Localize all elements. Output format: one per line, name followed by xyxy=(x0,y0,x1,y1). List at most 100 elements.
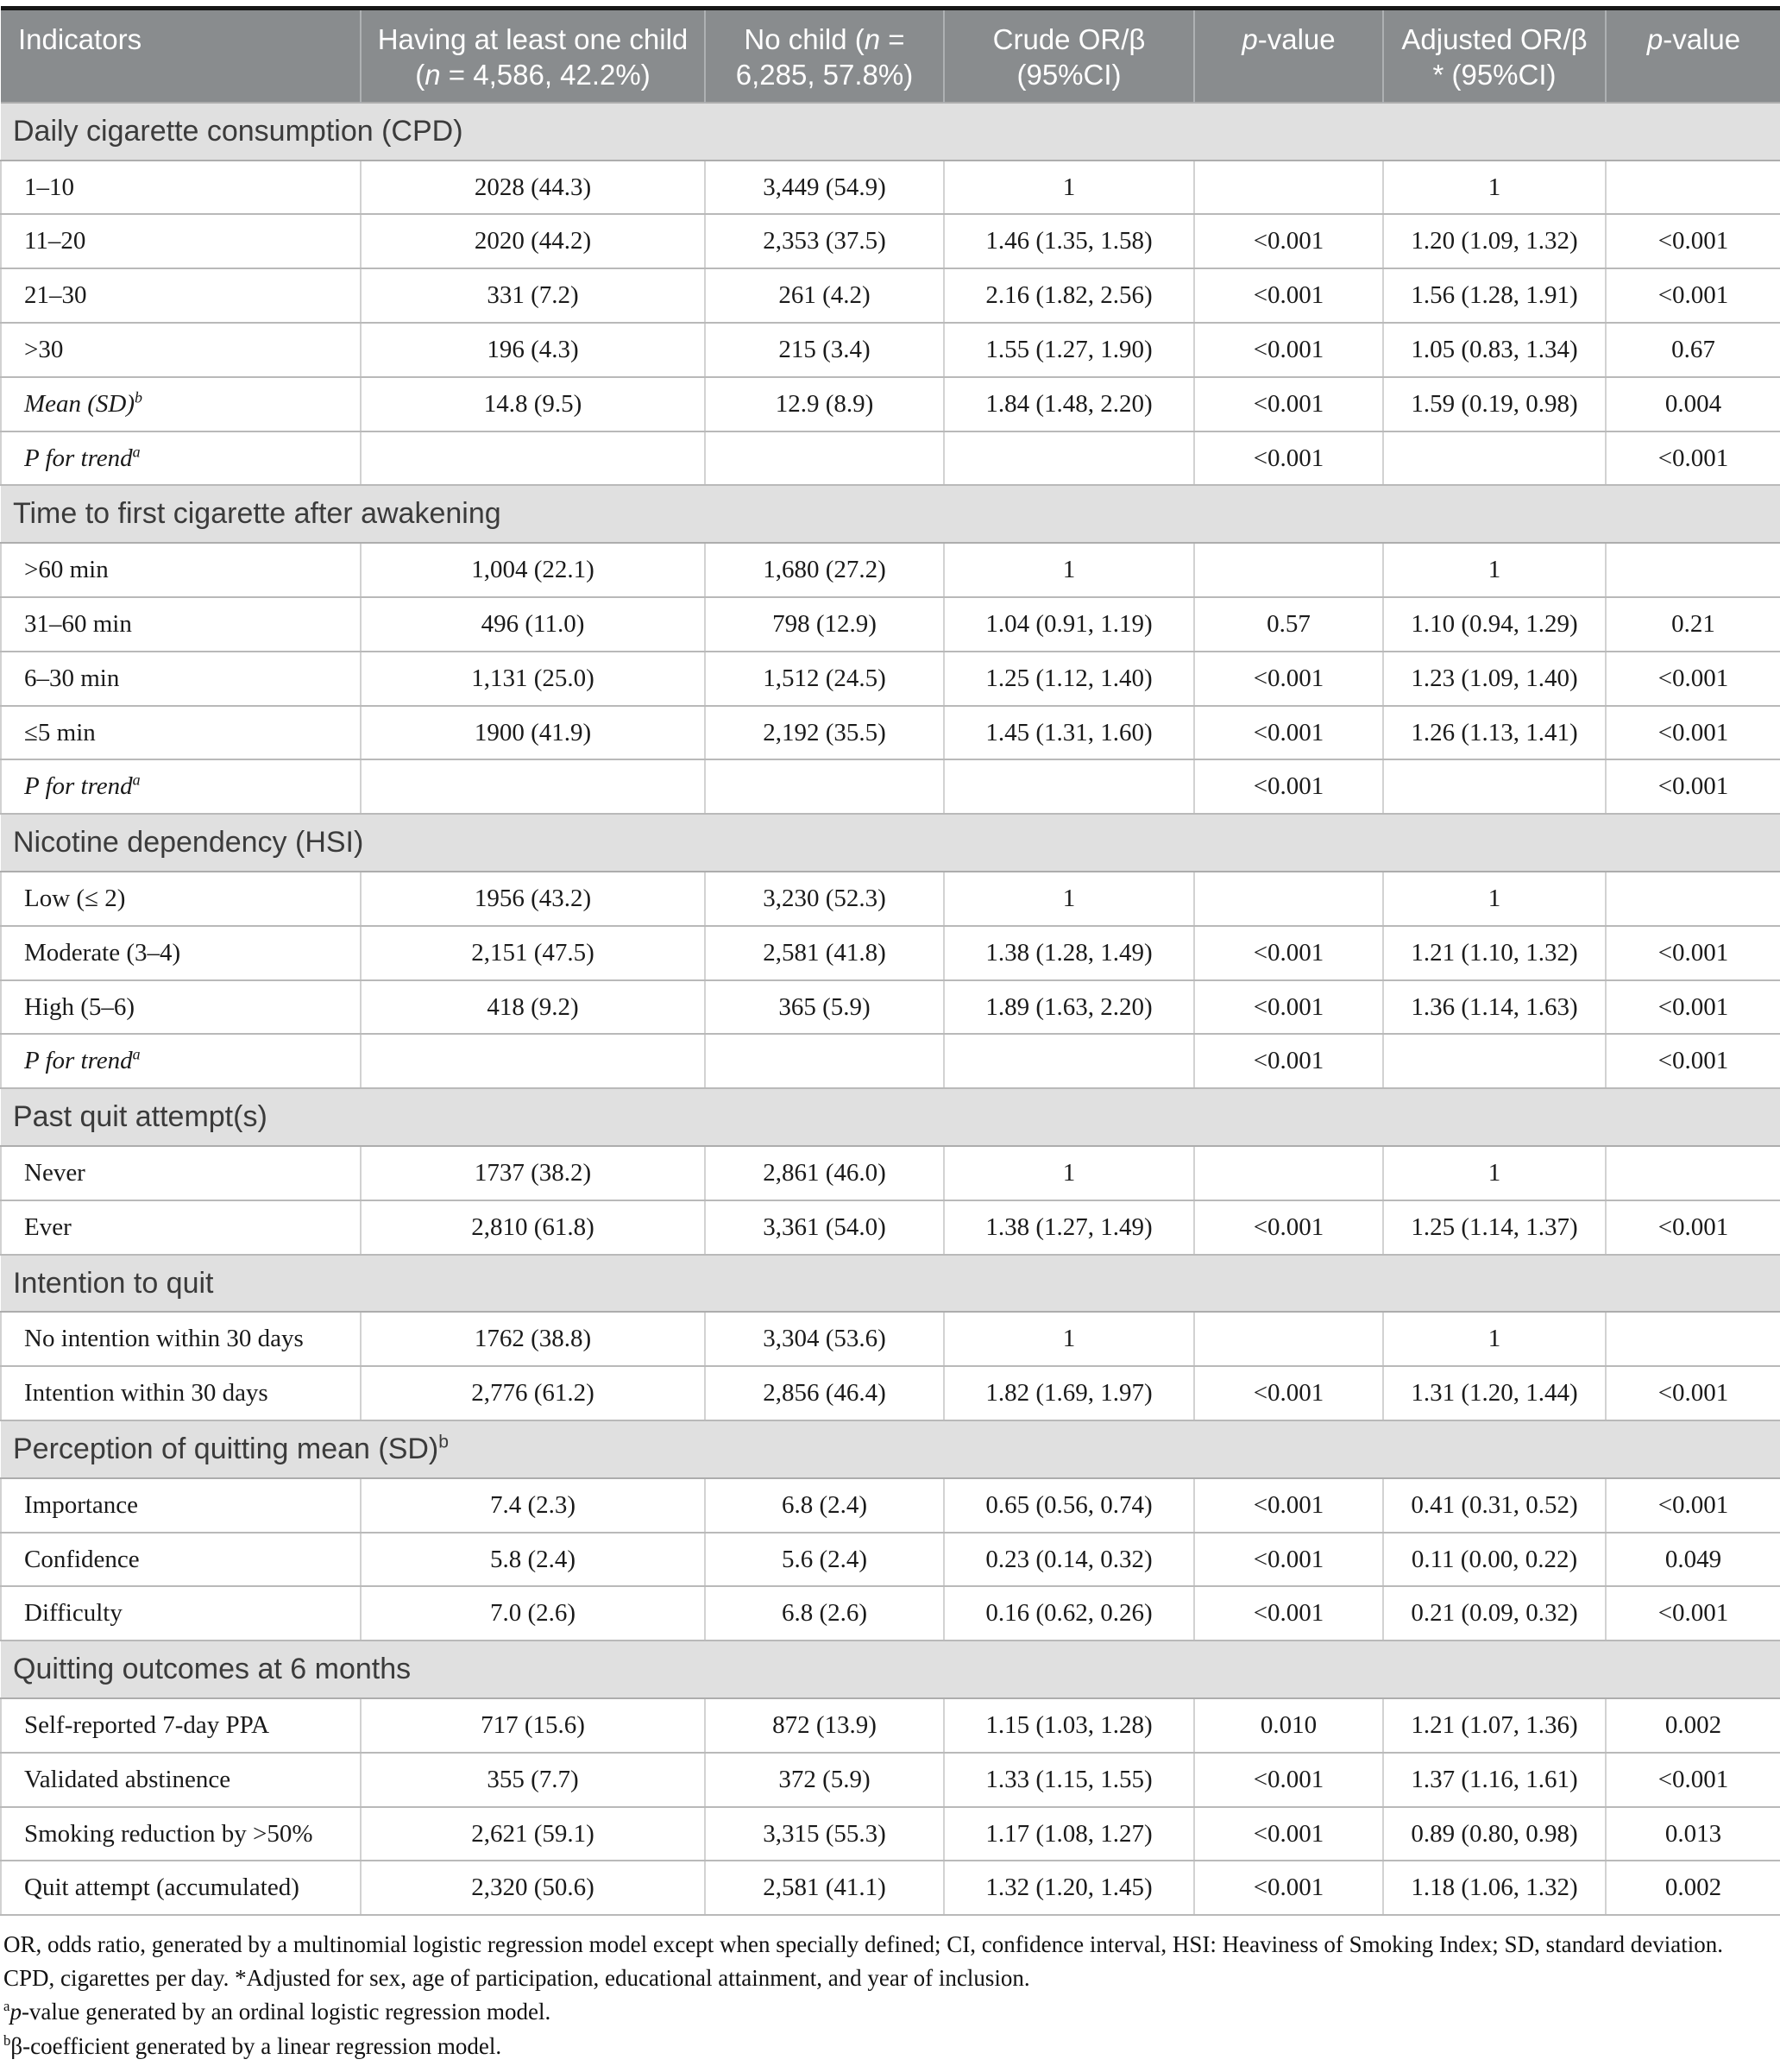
cell-crude-or: 1 xyxy=(943,1145,1194,1201)
cell-crude-or: 1 xyxy=(943,871,1194,927)
cell-p-value: <0.001 xyxy=(1193,979,1383,1036)
cell-adjusted-p-value xyxy=(1605,543,1780,598)
cell-adjusted-p-value: <0.001 xyxy=(1605,214,1780,270)
cell-p-value xyxy=(1193,1145,1383,1201)
cell-having-child: 2028 (44.3) xyxy=(360,160,705,216)
section-row: Intention to quit xyxy=(1,1253,1780,1313)
cell-p-value xyxy=(1193,1312,1383,1368)
cell-no-child: 365 (5.9) xyxy=(704,979,944,1036)
table-row: Low (≤ 2) 1956 (43.2) 3,230 (52.3) 1 1 xyxy=(0,871,1780,927)
cell-having-child: 418 (9.2) xyxy=(360,979,705,1036)
cell-having-child: 2,151 (47.5) xyxy=(360,925,705,981)
cell-p-value: <0.001 xyxy=(1193,1477,1383,1534)
cell-crude-or: 1.82 (1.69, 1.97) xyxy=(943,1366,1194,1421)
cell-p-value: <0.001 xyxy=(1193,1806,1383,1862)
row-label: Difficulty xyxy=(0,1586,361,1642)
row-label: Validated abstinence xyxy=(0,1752,361,1808)
cell-p-value: <0.001 xyxy=(1193,705,1383,761)
table-row: 6–30 min 1,131 (25.0) 1,512 (24.5) 1.25 (1.… xyxy=(0,651,1780,707)
cell-crude-or: 1.17 (1.08, 1.27) xyxy=(943,1806,1194,1862)
cell-crude-or: 1.33 (1.15, 1.55) xyxy=(943,1752,1194,1808)
cell-adjusted-or xyxy=(1382,759,1606,816)
cell-adjusted-or: 1 xyxy=(1382,1145,1606,1201)
cell-p-value xyxy=(1193,871,1383,927)
cell-adjusted-or: 1.18 (1.06, 1.32) xyxy=(1382,1861,1606,1917)
cell-having-child: 5.8 (2.4) xyxy=(360,1532,705,1588)
cell-no-child: 2,861 (46.0) xyxy=(704,1145,944,1201)
cell-having-child: 2,621 (59.1) xyxy=(360,1806,705,1862)
cell-crude-or: 1.25 (1.12, 1.40) xyxy=(943,651,1194,707)
cell-adjusted-p-value: <0.001 xyxy=(1605,705,1780,761)
cell-crude-or: 0.16 (0.62, 0.26) xyxy=(943,1586,1194,1642)
column-header-crude-or: Crude OR/β (95%CI) xyxy=(943,8,1194,103)
table-row: P for trenda <0.001 <0.001 xyxy=(0,431,1780,487)
table-row: Smoking reduction by >50% 2,621 (59.1) 3,3… xyxy=(0,1806,1780,1862)
cell-adjusted-p-value xyxy=(1605,871,1780,927)
row-label: Importance xyxy=(0,1477,361,1534)
table-row: Mean (SD)b 14.8 (9.5) 12.9 (8.9) 1.84 (1.48… xyxy=(0,376,1780,432)
section-title: Past quit attempt(s) xyxy=(1,1087,1780,1147)
cell-crude-or: 1 xyxy=(943,543,1194,598)
cell-no-child: 2,856 (46.4) xyxy=(704,1366,944,1421)
cell-having-child: 1,004 (22.1) xyxy=(360,543,705,598)
cell-no-child: 12.9 (8.9) xyxy=(704,376,944,432)
cell-adjusted-or xyxy=(1382,431,1606,487)
row-label: Quit attempt (accumulated) xyxy=(0,1861,361,1917)
cell-adjusted-or: 1 xyxy=(1382,543,1606,598)
cell-crude-or xyxy=(943,759,1194,816)
table-row: No intention within 30 days 1762 (38.8) 3,… xyxy=(0,1312,1780,1368)
cell-adjusted-or: 1.37 (1.16, 1.61) xyxy=(1382,1752,1606,1808)
cell-crude-or: 1.46 (1.35, 1.58) xyxy=(943,214,1194,270)
cell-having-child: 1,131 (25.0) xyxy=(360,651,705,707)
cell-p-value: <0.001 xyxy=(1193,1034,1383,1090)
row-label: Low (≤ 2) xyxy=(0,871,361,927)
cell-crude-or: 1.15 (1.03, 1.28) xyxy=(943,1697,1194,1754)
section-row: Nicotine dependency (HSI) xyxy=(1,813,1780,872)
cell-p-value: <0.001 xyxy=(1193,759,1383,816)
section-title: Daily cigarette consumption (CPD) xyxy=(1,101,1780,161)
table-row: ≤5 min 1900 (41.9) 2,192 (35.5) 1.45 (1.31,… xyxy=(0,705,1780,761)
cell-having-child: 1737 (38.2) xyxy=(360,1145,705,1201)
cell-no-child: 798 (12.9) xyxy=(704,596,944,652)
section-row: Daily cigarette consumption (CPD) xyxy=(1,101,1780,161)
table-row: P for trenda <0.001 <0.001 xyxy=(0,759,1780,816)
cell-adjusted-or: 1 xyxy=(1382,871,1606,927)
cell-crude-or: 1.04 (0.91, 1.19) xyxy=(943,596,1194,652)
footnote: OR, odds ratio, generated by a multinomi… xyxy=(3,1931,1724,1992)
cell-adjusted-p-value: <0.001 xyxy=(1605,1366,1780,1421)
cell-having-child: 1900 (41.9) xyxy=(360,705,705,761)
section-title: Quitting outcomes at 6 months xyxy=(1,1640,1780,1699)
cell-no-child: 5.6 (2.4) xyxy=(704,1532,944,1588)
cell-adjusted-p-value: <0.001 xyxy=(1605,1200,1780,1256)
cell-crude-or: 2.16 (1.82, 2.56) xyxy=(943,268,1194,324)
cell-p-value: <0.001 xyxy=(1193,1200,1383,1256)
table-row: Validated abstinence 355 (7.7) 372 (5.9) 1.… xyxy=(0,1752,1780,1808)
cell-adjusted-p-value: 0.049 xyxy=(1605,1532,1780,1588)
cell-p-value: <0.001 xyxy=(1193,925,1383,981)
cell-adjusted-or: 0.11 (0.00, 0.22) xyxy=(1382,1532,1606,1588)
cell-p-value: <0.001 xyxy=(1193,323,1383,378)
cell-having-child xyxy=(360,1034,705,1090)
cell-having-child xyxy=(360,759,705,816)
cell-adjusted-p-value: <0.001 xyxy=(1605,1477,1780,1534)
cell-having-child: 2,320 (50.6) xyxy=(360,1861,705,1917)
cell-crude-or: 1 xyxy=(943,1312,1194,1368)
row-label: P for trenda xyxy=(0,431,361,487)
table-row: 1–10 2028 (44.3) 3,449 (54.9) 1 1 xyxy=(0,160,1780,216)
cell-no-child: 3,449 (54.9) xyxy=(704,160,944,216)
cell-adjusted-or: 1.59 (0.19, 0.98) xyxy=(1382,376,1606,432)
cell-no-child: 2,581 (41.1) xyxy=(704,1861,944,1917)
cell-no-child: 215 (3.4) xyxy=(704,323,944,378)
cell-having-child: 7.0 (2.6) xyxy=(360,1586,705,1642)
row-label: P for trenda xyxy=(0,759,361,816)
cell-p-value: <0.001 xyxy=(1193,431,1383,487)
cell-crude-or: 1 xyxy=(943,160,1194,216)
column-header-no-child: No child (n = 6,285, 57.8%) xyxy=(704,8,944,103)
cell-having-child: 1956 (43.2) xyxy=(360,871,705,927)
cell-adjusted-p-value: <0.001 xyxy=(1605,651,1780,707)
row-label: Ever xyxy=(0,1200,361,1256)
table-row: Ever 2,810 (61.8) 3,361 (54.0) 1.38 (1.27, … xyxy=(0,1200,1780,1256)
footnote: ap-value generated by an ordinal logisti… xyxy=(3,1998,551,2025)
cell-adjusted-or: 0.89 (0.80, 0.98) xyxy=(1382,1806,1606,1862)
cell-adjusted-or: 1.05 (0.83, 1.34) xyxy=(1382,323,1606,378)
